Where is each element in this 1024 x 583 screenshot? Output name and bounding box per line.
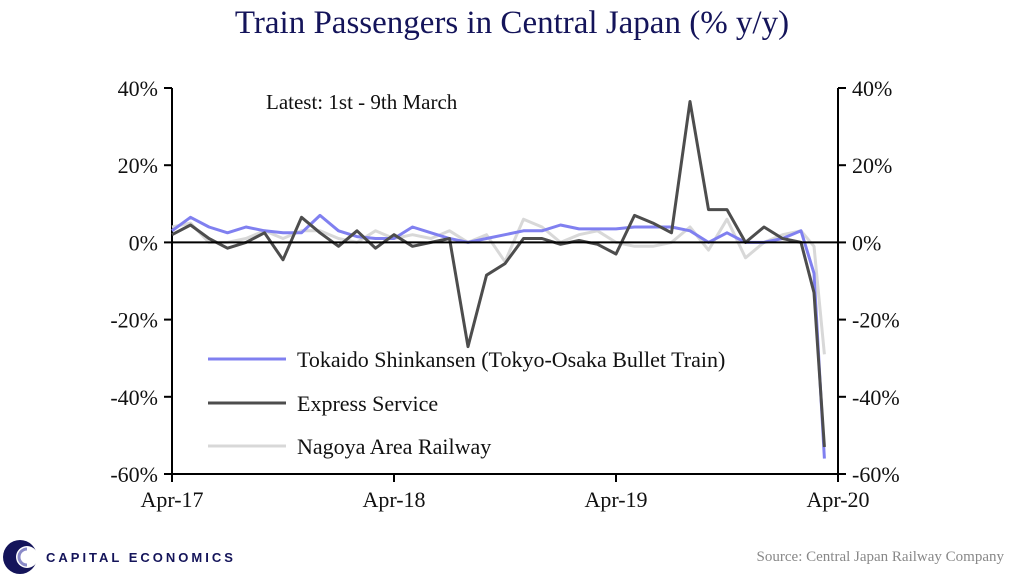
y-tick-label-right: -20%: [852, 308, 900, 333]
y-tick-label-right: 40%: [852, 76, 892, 101]
x-tick-label: Apr-20: [806, 487, 869, 512]
y-tick-label-left: 20%: [118, 153, 158, 178]
y-tick-label-left: -60%: [110, 462, 158, 487]
source-note: Source: Central Japan Railway Company: [757, 549, 1005, 565]
y-tick-label-right: -60%: [852, 462, 900, 487]
x-tick-label: Apr-19: [584, 487, 647, 512]
series-line-1: [171, 100, 826, 448]
y-tick-label-right: -40%: [852, 385, 900, 410]
y-tick-label-right: 20%: [852, 153, 892, 178]
legend: Tokaido Shinkansen (Tokyo-Osaka Bullet T…: [208, 347, 725, 459]
legend-label-express: Express Service: [297, 391, 438, 416]
y-tick-label-left: -40%: [110, 385, 158, 410]
y-tick-label-right: 0%: [852, 230, 881, 255]
series-line-0: [171, 213, 826, 459]
series-layer: [171, 100, 838, 459]
legend-label-nagoya: Nagoya Area Railway: [297, 434, 491, 459]
chart-title: Train Passengers in Central Japan (% y/y…: [235, 5, 789, 41]
capital-economics-logo: CAPITAL ECONOMICS: [3, 540, 236, 574]
capital-economics-c-icon: [3, 540, 38, 574]
y-tick-label-left: 0%: [129, 230, 158, 255]
latest-annotation: Latest: 1st - 9th March: [266, 90, 458, 114]
logo-text: CAPITAL ECONOMICS: [46, 550, 236, 565]
y-tick-label-left: 40%: [118, 76, 158, 101]
y-tick-label-left: -20%: [110, 308, 158, 333]
legend-label-tokaido: Tokaido Shinkansen (Tokyo-Osaka Bullet T…: [297, 347, 725, 372]
axes: 40% 40% 20% 20% 0% 0% -20% -20% -40% -40% -60% -60%…: [110, 76, 899, 512]
x-tick-label: Apr-17: [140, 487, 203, 512]
x-tick-label: Apr-18: [362, 487, 425, 512]
